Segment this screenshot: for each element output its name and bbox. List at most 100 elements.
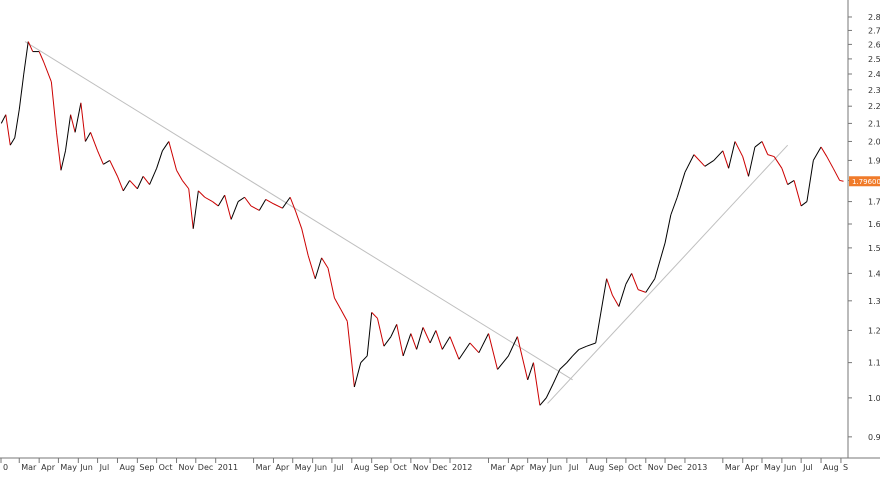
price-segment [488, 333, 498, 370]
price-segment [507, 336, 518, 357]
price-segment [611, 294, 620, 307]
x-tick-label: 2012 [452, 463, 472, 472]
last-price-tag-bg [849, 176, 880, 187]
x-tick-label: Apr [41, 463, 56, 472]
price-segment [289, 197, 296, 211]
price-segment [559, 362, 568, 370]
x-tick-label: Oct [628, 463, 642, 472]
price-segment [693, 154, 706, 167]
price-segment [80, 102, 86, 142]
price-segment [103, 160, 111, 165]
price-segment [625, 273, 633, 285]
price-segment [429, 330, 437, 344]
x-tick-label: Aug [119, 463, 135, 472]
price-segment [734, 141, 744, 157]
x-tick-label: 2013 [687, 463, 707, 472]
x-tick-label: S [843, 463, 848, 472]
price-segment [84, 132, 91, 142]
price-segment [606, 278, 613, 296]
price-segment [156, 150, 163, 169]
x-tick-label: 2011 [218, 463, 238, 472]
x-tick-label: Mar [491, 463, 507, 472]
price-segment [422, 327, 431, 344]
price-segment [532, 362, 541, 406]
price-segment [402, 333, 412, 357]
y-tick-label: 0.9 [868, 433, 880, 442]
price-segment [812, 146, 822, 161]
price-segment [631, 273, 639, 290]
price-segment [14, 109, 20, 138]
price-segment [754, 141, 763, 148]
price-segment [713, 150, 724, 161]
x-tick-label: Jun [79, 463, 93, 472]
price-segment [70, 114, 76, 133]
price-segment [441, 336, 451, 350]
price-series [0, 41, 844, 406]
price-segment [346, 321, 355, 387]
y-tick-label: 1.5 [868, 244, 880, 253]
price-segment [176, 170, 183, 181]
price-segment [676, 172, 686, 198]
price-segment [9, 137, 16, 146]
x-tick-label: Jun [783, 463, 797, 472]
price-segment [684, 154, 695, 173]
price-segment [366, 312, 373, 357]
price-segment [307, 255, 316, 279]
price-segment [301, 228, 309, 256]
price-segment [27, 41, 34, 52]
price-segment [654, 242, 666, 279]
x-tick-label: May [295, 463, 312, 472]
y-tick-label: 1.2 [868, 326, 880, 335]
price-segment [832, 168, 841, 181]
y-tick-label: 1.7 [868, 198, 880, 207]
price-segment [800, 201, 808, 207]
price-segment [217, 194, 226, 207]
price-segment [566, 355, 573, 363]
price-segment [410, 333, 418, 350]
y-tick-label: 2.2 [868, 102, 880, 111]
price-segment [761, 141, 769, 155]
price-segment [43, 61, 52, 82]
x-tick-label: Mar [256, 463, 272, 472]
price-segment [90, 132, 99, 152]
price-segment [198, 190, 206, 198]
price-segment [0, 114, 7, 124]
x-tick-label: Oct [393, 463, 407, 472]
price-segment [539, 397, 547, 406]
price-segment [224, 194, 232, 220]
price-segment [478, 333, 489, 353]
price-segment [64, 114, 72, 151]
price-segment [55, 132, 62, 171]
price-segment [265, 198, 274, 205]
last-price-tag: 1.79600 [849, 176, 880, 187]
x-tick-label: Nov [179, 463, 195, 472]
price-segment [516, 336, 529, 380]
price-segment [60, 150, 66, 171]
price-segment [5, 114, 11, 146]
price-segment [23, 41, 29, 75]
price-segment [728, 141, 736, 169]
x-tick-label: Jun [549, 463, 563, 472]
price-segment [327, 268, 335, 299]
x-tick-label: May [60, 463, 77, 472]
price-segment [552, 369, 561, 384]
price-segment [458, 342, 471, 360]
x-tick-label: Jul [568, 463, 579, 472]
x-tick-label: Mar [725, 463, 741, 472]
price-segment [161, 141, 170, 152]
y-tick-label: 1.4 [868, 269, 880, 278]
x-tick-label: Apr [275, 463, 290, 472]
price-segment [230, 201, 239, 220]
price-segment [129, 180, 138, 190]
x-tick-label: Apr [510, 463, 525, 472]
price-segment [704, 160, 715, 167]
price-segment [109, 160, 118, 177]
y-tick-label: 1.9 [868, 156, 880, 165]
price-segment [595, 278, 608, 344]
price-segment [637, 289, 646, 293]
price-segment [122, 180, 131, 192]
price-segment [50, 81, 57, 133]
x-tick-label: Sep [609, 463, 624, 472]
x-tick-label: Jul [333, 463, 344, 472]
